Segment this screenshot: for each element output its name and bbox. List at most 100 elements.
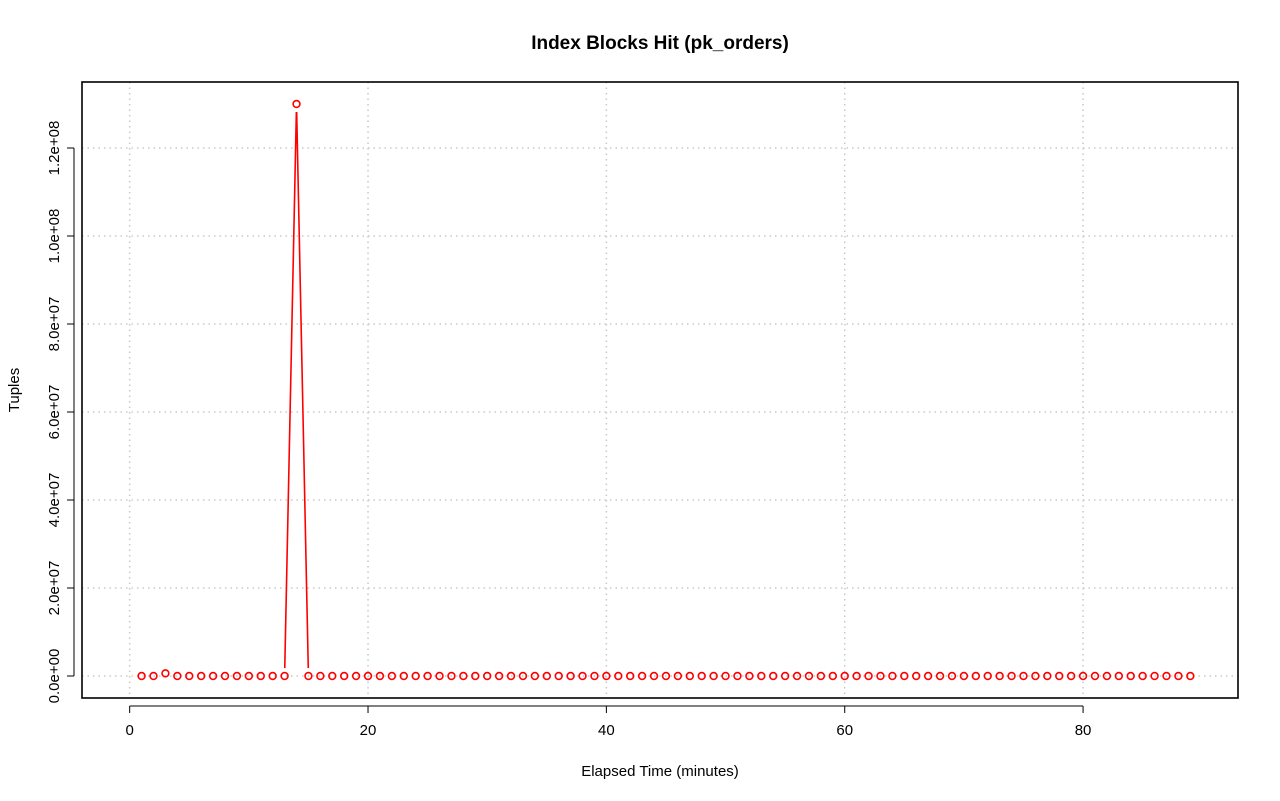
data-point [1114, 671, 1124, 681]
data-point [435, 671, 444, 681]
data-point [971, 671, 981, 681]
data-point [661, 671, 671, 681]
x-tick-label: 20 [360, 722, 377, 739]
data-point [840, 671, 849, 681]
data-point [709, 671, 718, 681]
data-point [876, 671, 885, 681]
data-point [256, 671, 265, 681]
data-point [316, 671, 325, 681]
data-point [423, 671, 432, 681]
data-point [411, 671, 420, 681]
data-point [399, 671, 408, 681]
data-point [280, 671, 289, 681]
data-point [518, 671, 528, 681]
data-point [864, 671, 873, 681]
data-series [137, 99, 1195, 681]
grid [82, 82, 1238, 698]
data-point [673, 671, 683, 681]
data-point [173, 671, 182, 681]
data-point [375, 671, 385, 681]
data-point [1031, 671, 1040, 681]
data-point [637, 671, 647, 681]
data-point [292, 99, 301, 109]
data-point [1066, 671, 1076, 681]
data-point [721, 671, 730, 681]
data-point [1078, 671, 1088, 681]
data-point [614, 671, 623, 681]
data-point [387, 671, 397, 681]
y-tick-label: 1.0e+08 [46, 209, 63, 264]
data-point [232, 671, 242, 681]
x-axis-label: Elapsed Time (minutes) [581, 763, 739, 780]
data-point [780, 671, 790, 681]
data-point [947, 671, 957, 681]
data-point [328, 671, 337, 681]
data-point [578, 671, 587, 681]
data-point [959, 671, 969, 681]
data-point [769, 671, 778, 681]
data-point [149, 671, 158, 681]
data-point [482, 671, 492, 681]
plot-frame [81, 81, 1239, 699]
data-point [995, 671, 1004, 681]
data-point [1162, 671, 1171, 681]
data-point [912, 671, 921, 681]
data-point [852, 671, 861, 681]
data-point [566, 671, 575, 681]
data-point [447, 671, 456, 681]
data-point [506, 671, 516, 681]
data-point [542, 671, 551, 681]
data-point [459, 671, 468, 681]
series-line-segment [295, 111, 310, 669]
data-point [1007, 671, 1016, 681]
data-point [888, 671, 897, 681]
data-point [1150, 671, 1159, 681]
data-point [363, 671, 373, 681]
y-tick-label: 8.0e+07 [46, 297, 63, 352]
data-point [137, 671, 146, 681]
data-point [1102, 671, 1112, 681]
data-point [351, 671, 361, 681]
data-point [304, 671, 313, 681]
data-point [697, 671, 706, 681]
data-point [626, 671, 635, 681]
data-point [900, 671, 909, 681]
data-point [220, 671, 230, 681]
y-axis: 0.0e+00 2.0e+07 4.0e+07 6.0e+07 8.0e+07 1.0e+… [46, 121, 75, 703]
x-tick-label: 0 [125, 722, 133, 739]
data-point [828, 671, 838, 681]
data-point [1174, 671, 1183, 681]
data-point [602, 671, 611, 681]
data-point [196, 671, 206, 681]
data-point [685, 671, 694, 681]
data-point [1055, 671, 1064, 681]
data-point [1019, 671, 1028, 681]
data-point [244, 671, 254, 681]
data-point [649, 671, 659, 681]
y-tick-label: 1.2e+08 [46, 121, 63, 176]
y-axis-label: Tuples [6, 368, 23, 412]
data-point [268, 671, 277, 681]
y-tick-label: 2.0e+07 [46, 561, 63, 616]
data-point [554, 671, 563, 681]
data-point [1138, 671, 1147, 681]
data-point [471, 671, 480, 681]
data-point [530, 671, 540, 681]
y-tick-label: 4.0e+07 [46, 473, 63, 528]
data-point [185, 671, 194, 681]
data-point [1126, 671, 1135, 681]
data-point [745, 671, 754, 681]
data-point [733, 671, 742, 681]
x-tick-label: 60 [836, 722, 853, 739]
y-tick-label: 6.0e+07 [46, 385, 63, 440]
data-point [757, 671, 766, 681]
x-axis: 0 20 40 60 80 [125, 705, 1091, 739]
data-point [804, 671, 814, 681]
series-line-segment [283, 111, 298, 669]
chart-title: Index Blocks Hit (pk_orders) [531, 33, 789, 54]
data-point [935, 671, 945, 681]
data-point [983, 671, 992, 681]
data-point [494, 671, 504, 681]
x-tick-label: 40 [598, 722, 615, 739]
